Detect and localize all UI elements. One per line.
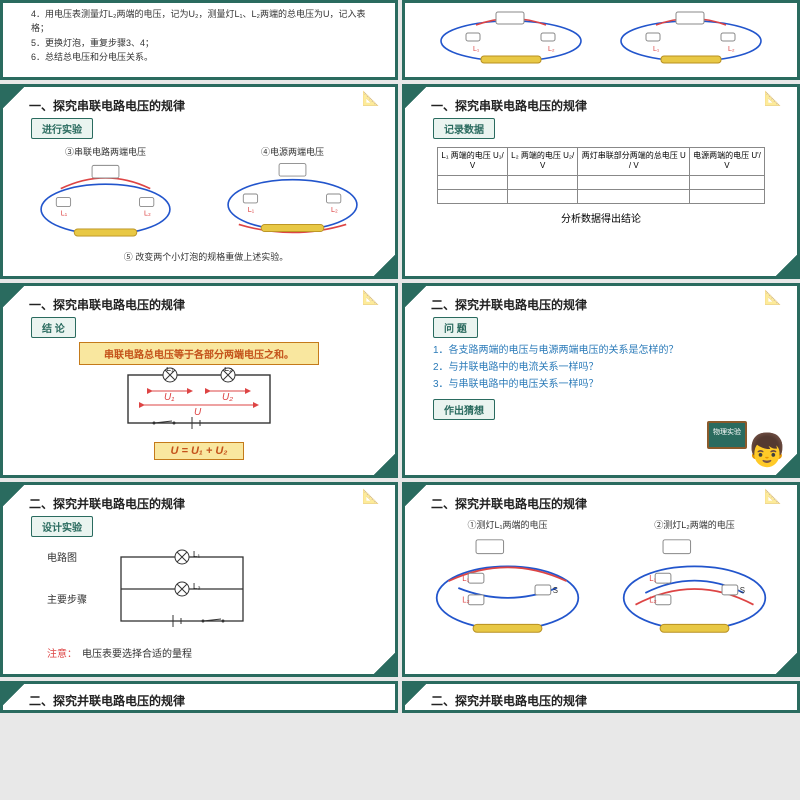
svg-text:U₂: U₂ bbox=[222, 392, 233, 403]
svg-text:S: S bbox=[553, 586, 558, 595]
chalkboard-icon: 物理实验 bbox=[707, 421, 747, 449]
schematic-parallel: L₁ L₂ bbox=[107, 547, 257, 637]
slide-5a: 二、探究并联电路电压的规律 bbox=[0, 681, 398, 713]
section-label: 结 论 bbox=[31, 317, 76, 338]
slide-title: 一、探究串联电路电压的规律 bbox=[29, 296, 381, 313]
slide-title: 二、探究并联电路电压的规律 bbox=[431, 296, 783, 313]
svg-text:L₂: L₂ bbox=[462, 596, 469, 605]
section-label: 设计实验 bbox=[31, 516, 93, 537]
slide-2b: 一、探究串联电路电压的规律 记录数据 L₁ 两端的电压 U₁/ VL₂ 两端的电… bbox=[402, 84, 800, 279]
svg-text:L₁: L₁ bbox=[61, 209, 68, 217]
circuit-4: L₁ L₂ bbox=[204, 160, 381, 245]
slide-2a: 一、探究串联电路电压的规律 进行实验 ③串联电路两端电压 L₁ L₂ ④电源两端… bbox=[0, 84, 398, 279]
svg-text:U: U bbox=[194, 407, 202, 418]
svg-text:L₂: L₂ bbox=[193, 582, 201, 591]
slide-4b: 二、探究并联电路电压的规律 ①测灯L₁两端的电压 L₁ L₂ S ②测灯L₂两端… bbox=[402, 482, 800, 677]
svg-text:L₁: L₁ bbox=[166, 367, 174, 373]
questions: 1．各支路两端的电压与电源两端电压的关系是怎样的？ 2．与并联电路中的电流关系一… bbox=[433, 342, 783, 393]
slide-title: 二、探究并联电路电压的规律 bbox=[431, 692, 783, 709]
svg-text:L₂: L₂ bbox=[331, 206, 338, 214]
slide-title: 二、探究并联电路电压的规律 bbox=[29, 495, 381, 512]
svg-text:S: S bbox=[740, 586, 745, 595]
svg-text:L₂: L₂ bbox=[548, 46, 555, 53]
section-label: 问 题 bbox=[433, 317, 478, 338]
svg-text:L₂: L₂ bbox=[728, 46, 735, 53]
note: 注意： 电压表要选择合适的量程 bbox=[47, 645, 381, 660]
slide-5b: 二、探究并联电路电压的规律 bbox=[402, 681, 800, 713]
slide-1b: L₁ L₂ L₁ L₂ bbox=[402, 0, 800, 80]
svg-text:L₂: L₂ bbox=[649, 596, 656, 605]
schematic-series: L₁ L₂ U₁ U₂ U bbox=[114, 367, 284, 439]
svg-text:L₂: L₂ bbox=[224, 367, 233, 373]
svg-text:L₁: L₁ bbox=[248, 206, 255, 214]
section-label: 进行实验 bbox=[31, 118, 93, 139]
svg-text:U₁: U₁ bbox=[164, 392, 174, 403]
svg-text:L₂: L₂ bbox=[144, 209, 151, 217]
slide-3b: 二、探究并联电路电压的规律 问 题 1．各支路两端的电压与电源两端电压的关系是怎… bbox=[402, 283, 800, 478]
analysis-text: 分析数据得出结论 bbox=[419, 210, 783, 225]
slide-1a: 4．用电压表测量灯L₂两端的电压，记为U₂，测量灯L₁、L₂两端的总电压为U，记… bbox=[0, 0, 398, 80]
formula: U = U₁ + U₂ bbox=[154, 442, 245, 460]
steps-list: 4．用电压表测量灯L₂两端的电压，记为U₂，测量灯L₁、L₂两端的总电压为U，记… bbox=[31, 7, 381, 65]
slide-title: 二、探究并联电路电压的规律 bbox=[431, 495, 783, 512]
slide-title: 一、探究串联电路电压的规律 bbox=[29, 97, 381, 114]
data-table: L₁ 两端的电压 U₁/ VL₂ 两端的电压 U₂/ V 两灯串联部分两端的总电… bbox=[437, 147, 765, 204]
conclusion-text: 串联电路总电压等于各部分两端电压之和。 bbox=[79, 342, 319, 365]
svg-text:L₁: L₁ bbox=[462, 574, 469, 583]
circuit-p2: L₁ L₂ S bbox=[606, 533, 783, 643]
circuit-p1: L₁ L₂ S bbox=[419, 533, 596, 643]
slide-4a: 二、探究并联电路电压的规律 设计实验 电路图 主要步骤 L₁ L₂ 注意： 电压… bbox=[0, 482, 398, 677]
slide-title: 二、探究并联电路电压的规律 bbox=[29, 692, 381, 709]
slide-title: 一、探究串联电路电压的规律 bbox=[431, 97, 783, 114]
svg-text:L₁: L₁ bbox=[649, 574, 656, 583]
svg-text:L₁: L₁ bbox=[473, 46, 480, 53]
svg-text:L₁: L₁ bbox=[653, 46, 660, 53]
circuit-pair-small: L₁ L₂ L₁ L₂ bbox=[419, 7, 783, 69]
svg-text:L₁: L₁ bbox=[193, 550, 200, 559]
slide-3a: 一、探究串联电路电压的规律 结 论 串联电路总电压等于各部分两端电压之和。 L₁… bbox=[0, 283, 398, 478]
section-label: 记录数据 bbox=[433, 118, 495, 139]
section-label-2: 作出猜想 bbox=[433, 399, 495, 420]
circuit-3: L₁ L₂ bbox=[17, 160, 194, 245]
student-icon: 👦 bbox=[747, 431, 787, 469]
